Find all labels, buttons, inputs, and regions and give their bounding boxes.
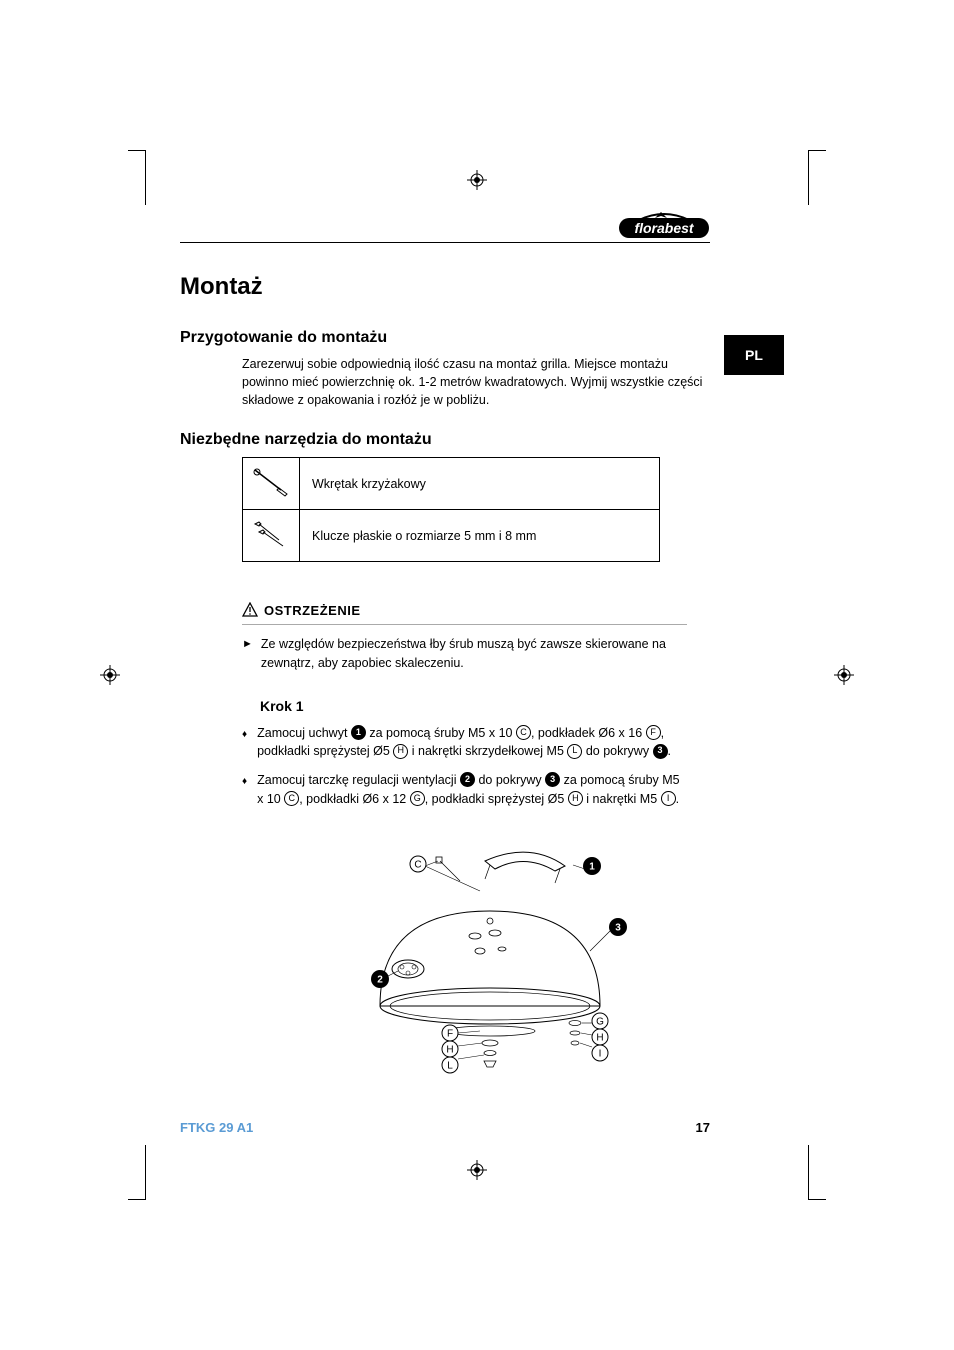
registration-mark-icon	[467, 1160, 487, 1180]
crop-mark	[128, 1145, 146, 1200]
warning-label: OSTRZEŻENIE	[264, 603, 361, 618]
ref-circle-c: C	[284, 791, 299, 806]
warning-icon	[242, 602, 258, 618]
svg-text:G: G	[596, 1016, 604, 1027]
crop-mark	[808, 150, 826, 205]
tools-table: Wkrętak krzyżakowy Klucze płaskie o rozm…	[242, 457, 660, 562]
step1-title: Krok 1	[260, 698, 710, 714]
ref-circle-i: I	[661, 791, 676, 806]
step1-item1-text: Zamocuj uchwyt 1 za pomocą śruby M5 x 10…	[257, 724, 687, 762]
crop-mark	[128, 150, 146, 205]
tool-label: Wkrętak krzyżakowy	[300, 458, 660, 510]
screwdriver-icon	[243, 458, 300, 510]
diamond-bullet-icon: ♦	[242, 727, 247, 762]
arrow-bullet-icon: ►	[242, 637, 253, 671]
ref-bubble-1: 1	[351, 725, 366, 740]
diamond-bullet-icon: ♦	[242, 774, 247, 809]
crop-mark	[808, 1145, 826, 1200]
ref-bubble-3: 3	[653, 744, 668, 759]
ref-circle-f: F	[646, 725, 661, 740]
footer-page-number: 17	[696, 1120, 710, 1135]
footer-model: FTKG 29 A1	[180, 1120, 253, 1135]
warning-rule	[242, 624, 687, 625]
ref-circle-l: L	[567, 744, 582, 759]
ref-circle-h: H	[568, 791, 583, 806]
page-footer: FTKG 29 A1 17	[180, 1120, 710, 1135]
ref-bubble-2: 2	[460, 772, 475, 787]
ref-circle-h: H	[393, 744, 408, 759]
wrench-icon	[243, 510, 300, 562]
language-tab: PL	[724, 335, 784, 375]
svg-text:C: C	[414, 859, 421, 870]
svg-text:3: 3	[615, 922, 621, 933]
heading-tools: Niezbędne narzędzia do montażu	[180, 431, 710, 449]
registration-mark-icon	[834, 665, 854, 685]
svg-text:1: 1	[589, 861, 595, 872]
prep-body: Zarezerwuj sobie odpowiednią ilość czasu…	[242, 355, 710, 409]
warning-body: ► Ze względów bezpieczeństwa łby śrub mu…	[242, 635, 687, 671]
heading-prep: Przygotowanie do montażu	[180, 329, 710, 347]
tool-label: Klucze płaskie o rozmiarze 5 mm i 8 mm	[300, 510, 660, 562]
ref-circle-c: C	[516, 725, 531, 740]
svg-text:H: H	[446, 1044, 453, 1055]
step1-item1: ♦ Zamocuj uchwyt 1 za pomocą śruby M5 x …	[242, 724, 687, 762]
svg-text:L: L	[447, 1060, 453, 1071]
registration-mark-icon	[100, 665, 120, 685]
svg-text:F: F	[447, 1028, 453, 1039]
heading-montaz: Montaż	[180, 273, 710, 301]
registration-mark-icon	[467, 170, 487, 190]
warning-text: Ze względów bezpieczeństwa łby śrub musz…	[261, 635, 687, 671]
step1-item2: ♦ Zamocuj tarczkę regulacji wentylacji 2…	[242, 771, 687, 809]
svg-text:I: I	[599, 1048, 602, 1059]
svg-text:H: H	[596, 1032, 603, 1043]
svg-text:2: 2	[377, 974, 383, 985]
step1-item2-text: Zamocuj tarczkę regulacji wentylacji 2 d…	[257, 771, 687, 809]
assembly-diagram: C F H L G H I 1 2 3	[330, 831, 650, 1081]
ref-bubble-3: 3	[545, 772, 560, 787]
ref-circle-g: G	[410, 791, 425, 806]
